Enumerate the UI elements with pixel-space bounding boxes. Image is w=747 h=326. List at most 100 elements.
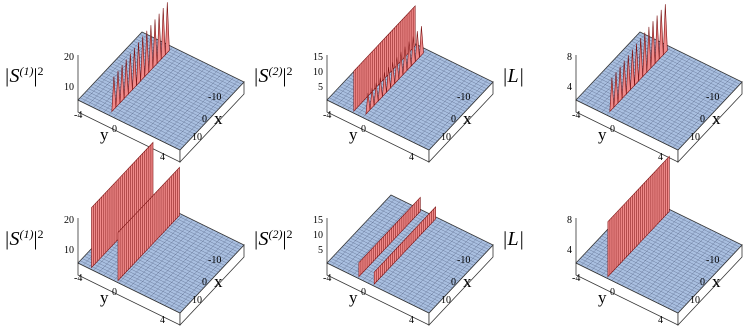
z-label-part: |S (4, 65, 20, 87)
y-axis-label: y (598, 288, 607, 307)
mesh-line (398, 229, 463, 299)
mesh-line (388, 61, 453, 131)
x-tick-label: 0 (700, 277, 705, 288)
ridge-spike (136, 42, 141, 87)
x-tick-label: 0 (451, 114, 456, 125)
ridge-spike (642, 32, 648, 78)
y-axis-label: y (349, 125, 358, 144)
mesh-line (149, 229, 214, 299)
x-axis-label: x (712, 272, 721, 291)
y-tick-label: 0 (112, 287, 117, 298)
mesh-line (133, 222, 199, 291)
ridge-spike (654, 15, 660, 65)
mesh-line (377, 219, 443, 289)
y-tick-label: 0 (361, 124, 366, 135)
ridge-spike (617, 66, 623, 104)
mesh-line (631, 59, 697, 128)
mesh-line (637, 61, 702, 131)
z-label-part: |S (253, 65, 269, 87)
x-tick-label: 0 (700, 114, 705, 125)
y-tick-label: 0 (610, 287, 615, 298)
z-tick-label: 10 (64, 245, 74, 256)
mesh-line (621, 54, 687, 123)
mesh-line (398, 66, 463, 136)
ridge-spike (613, 72, 619, 109)
mesh-line (164, 237, 229, 306)
ridge-spike (164, 2, 170, 56)
mesh-line (347, 204, 412, 274)
z-label: |L| (502, 228, 524, 250)
ridge-spike (140, 36, 146, 82)
ridge-spike (127, 53, 133, 95)
mesh-line (672, 242, 738, 311)
ridge-spike (119, 65, 125, 104)
z-tick-label: 20 (64, 215, 74, 226)
mesh-line (408, 234, 473, 304)
mesh-line (662, 237, 727, 306)
mesh-line (642, 227, 707, 296)
mesh-line (637, 224, 702, 294)
mesh-line (667, 76, 732, 146)
y-axis-label: y (349, 288, 358, 307)
mesh-line (667, 239, 732, 309)
mesh-line (621, 217, 687, 286)
ridge-spike (414, 31, 420, 63)
mesh-line (418, 76, 483, 146)
ridge-spike (148, 25, 154, 74)
z-label-part: 2 (38, 64, 44, 78)
mesh-line (174, 79, 240, 148)
ridge-spike (406, 41, 412, 72)
ridge-spike (369, 87, 375, 111)
z-label-part: |S (4, 228, 20, 250)
mesh-line (159, 234, 224, 304)
y-tick-label: -4 (74, 273, 82, 284)
z-label-part: |L| (502, 228, 524, 250)
z-label-part: | (34, 65, 38, 87)
z-label: |S(1)|2 (4, 227, 44, 250)
z-tick-label: 15 (313, 52, 323, 63)
z-tick-label: 10 (313, 230, 323, 241)
mesh-line (169, 239, 234, 309)
mesh-line (413, 237, 478, 306)
mesh-line (616, 51, 681, 121)
z-label-part: (1) (20, 64, 34, 78)
ridge-spike (662, 4, 668, 56)
x-tick-label: -10 (706, 255, 719, 266)
z-label-part: |L| (502, 65, 524, 87)
mesh-line (159, 71, 224, 141)
mesh-line (403, 232, 468, 301)
mesh-line (413, 74, 478, 143)
y-tick-label: -4 (572, 110, 580, 121)
z-tick-label: 4 (567, 245, 572, 256)
mesh-line (133, 59, 199, 128)
z-tick-label: 8 (567, 215, 572, 226)
mesh-line (647, 229, 712, 299)
x-tick-label: 0 (451, 277, 456, 288)
x-axis-label: x (463, 272, 472, 291)
y-tick-label: 4 (658, 152, 663, 163)
mesh-line (586, 36, 651, 106)
mesh-line (82, 34, 148, 103)
ridge-spike (115, 70, 121, 108)
mesh-line (367, 51, 432, 121)
x-tick-label: 0 (202, 114, 207, 125)
mesh-line (408, 71, 473, 141)
mesh-line (164, 74, 229, 143)
mesh-line (174, 242, 240, 311)
mesh-line (128, 219, 194, 289)
z-label-part: 2 (287, 227, 293, 241)
y-tick-label: -4 (323, 110, 331, 121)
mesh-line (580, 34, 646, 103)
mesh-line (662, 74, 727, 143)
z-tick-label: 4 (567, 82, 572, 93)
mesh-line (144, 64, 209, 133)
ridge-spike (609, 77, 615, 113)
mesh-line (331, 197, 397, 266)
mesh-line (423, 242, 489, 311)
y-tick-label: 4 (160, 152, 165, 163)
ridge-spike (373, 82, 379, 107)
z-label-part: | (283, 65, 287, 87)
